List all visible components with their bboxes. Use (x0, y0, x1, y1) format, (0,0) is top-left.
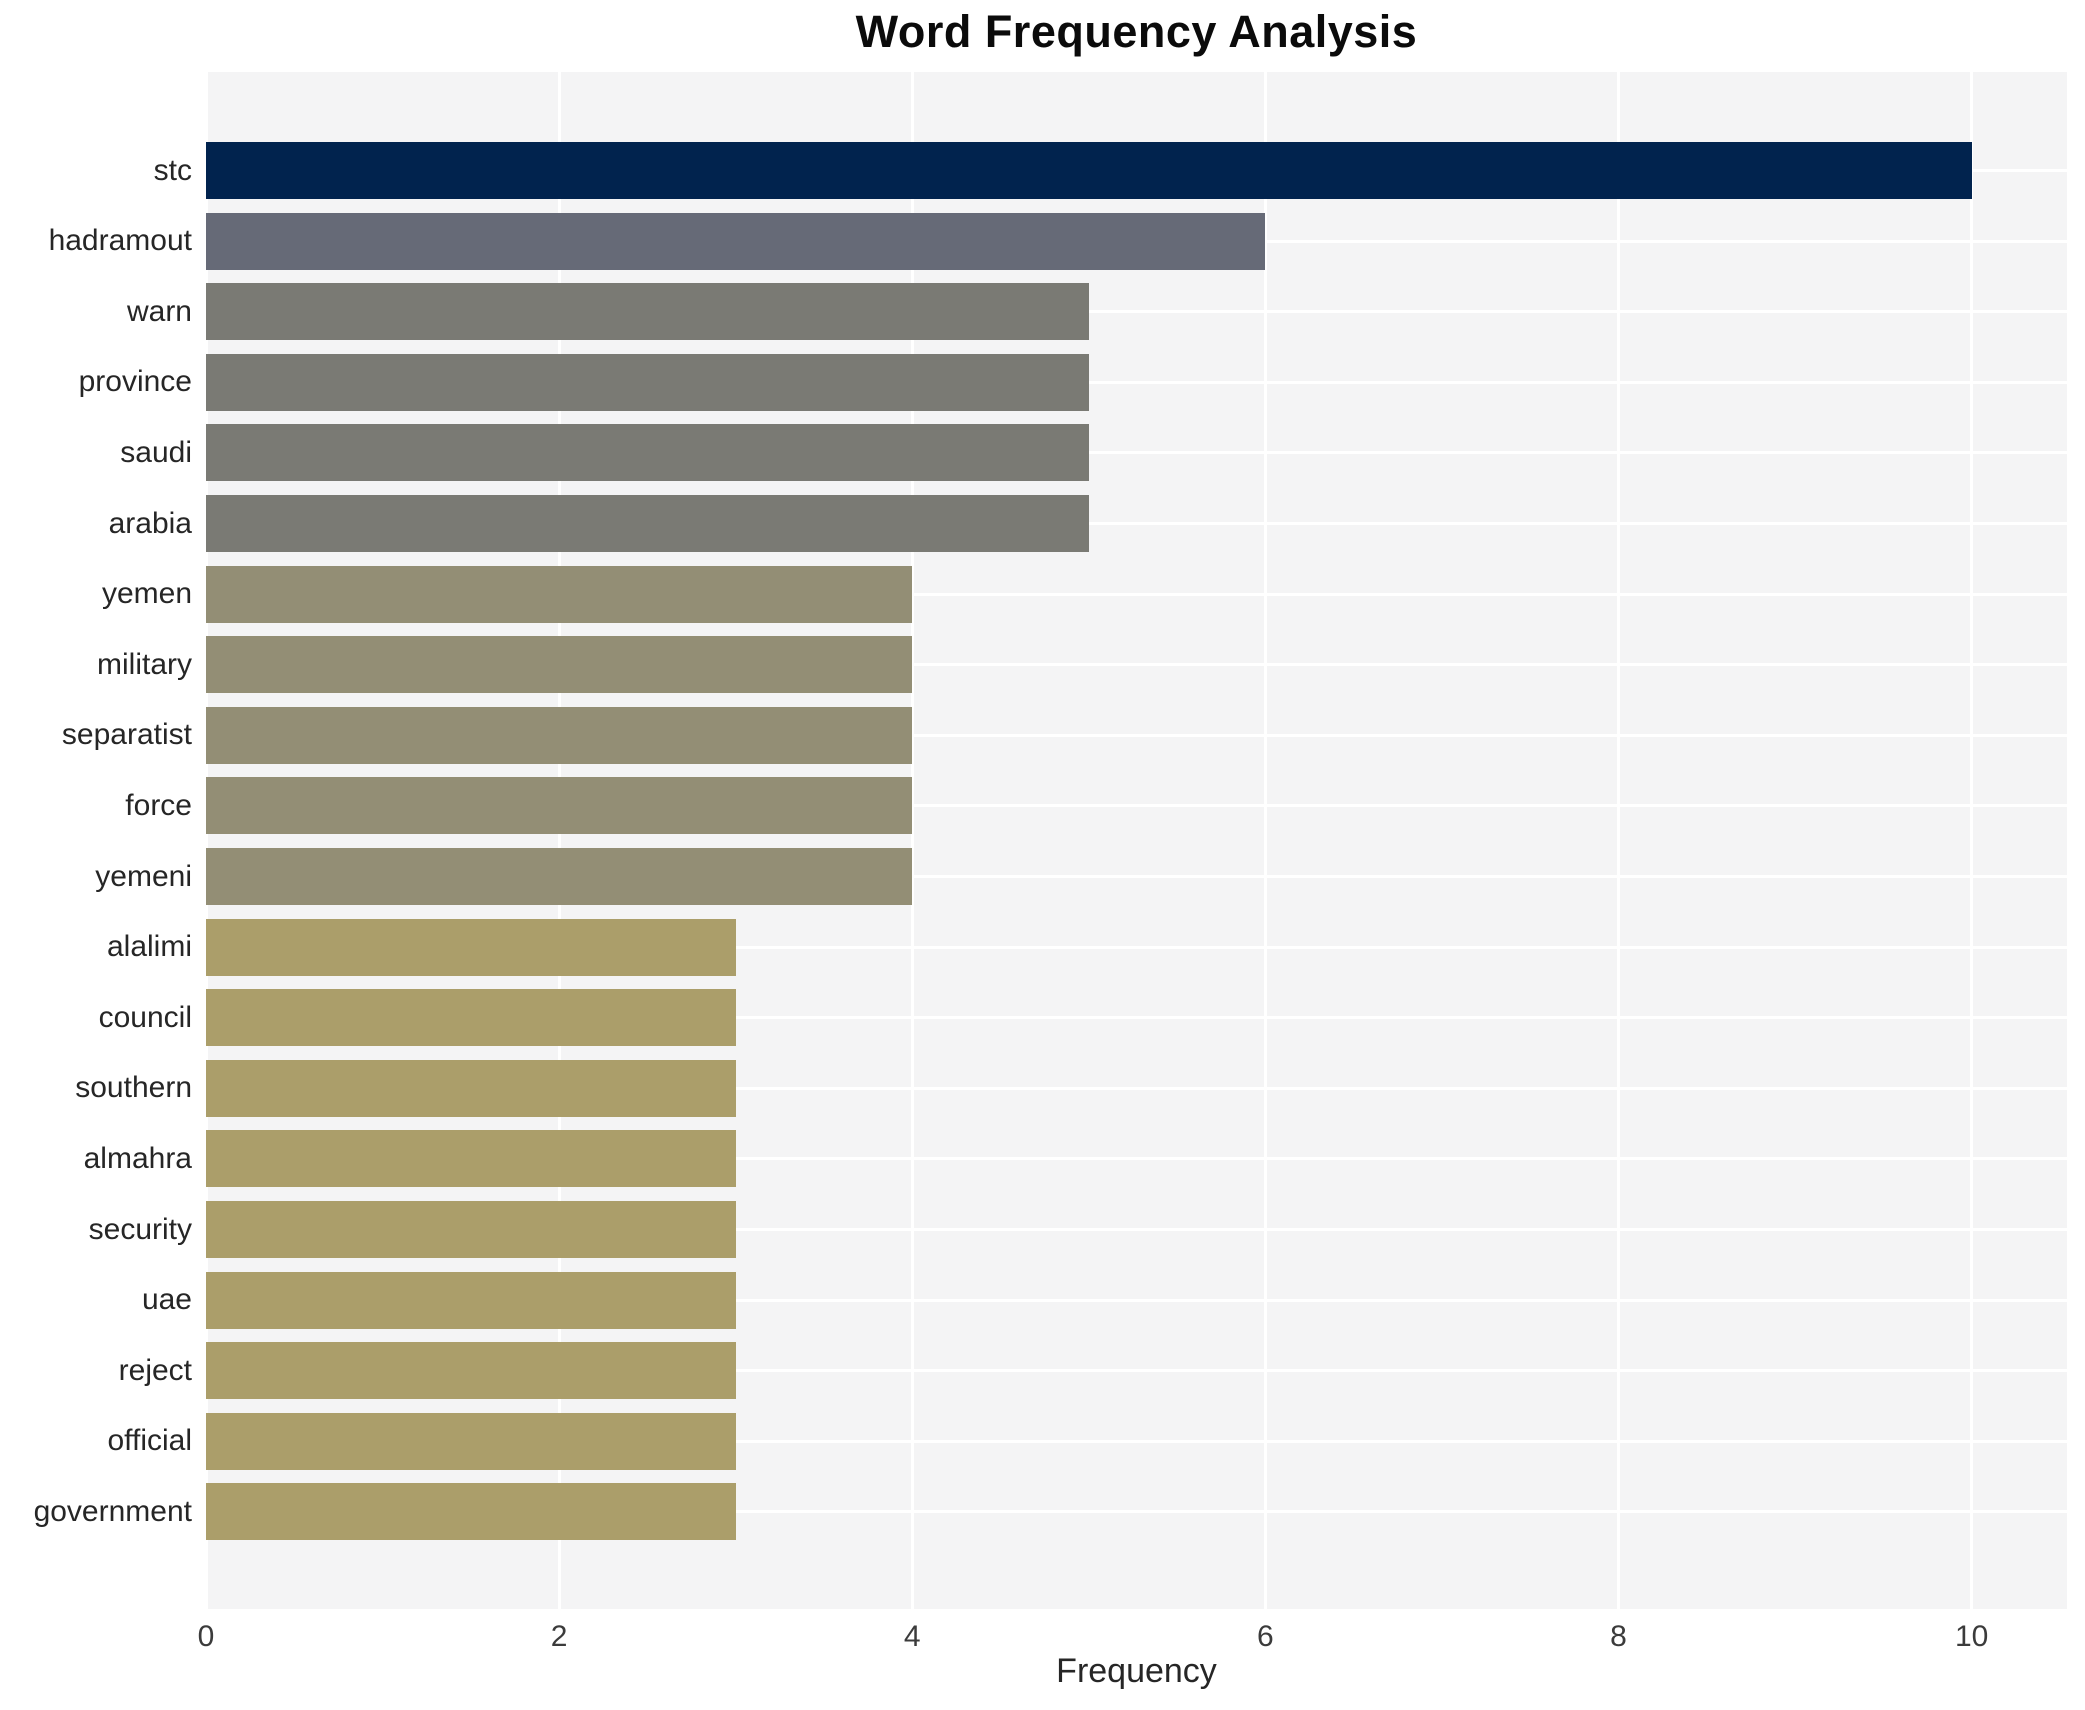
y-tick-label-government: government (33, 1494, 192, 1528)
bar-council (206, 989, 736, 1047)
bar-warn (206, 283, 1089, 341)
y-tick-label-almahra: almahra (83, 1141, 192, 1175)
y-gridline-official (206, 1439, 2067, 1443)
bar-force (206, 777, 913, 835)
y-tick-label-province: province (78, 365, 192, 399)
bar-hadramout (206, 212, 1266, 270)
y-gridline-alalimi (206, 945, 2067, 949)
y-gridline-warn (206, 310, 2067, 314)
y-gridline-military (206, 663, 2067, 667)
bar-military (206, 636, 913, 694)
y-gridline-almahra (206, 1157, 2067, 1161)
y-gridline-council (206, 1016, 2067, 1020)
x-gridline-0 (204, 72, 208, 1609)
bar-stc (206, 142, 1972, 199)
bar-saudi (206, 424, 1089, 482)
y-tick-label-yemen: yemen (101, 577, 192, 611)
y-gridline-uae (206, 1298, 2067, 1302)
bar-southern (206, 1059, 736, 1117)
x-tick-label-2: 2 (550, 1620, 568, 1653)
bar-official (206, 1412, 736, 1470)
y-gridline-yemen (206, 592, 2067, 596)
x-tick-label-8: 8 (1610, 1620, 1627, 1653)
y-gridline-province (206, 380, 2067, 384)
y-gridline-force (206, 804, 2067, 808)
x-axis-title: Frequency (1056, 1652, 1217, 1690)
chart-title: Word Frequency Analysis (855, 6, 1418, 57)
bar-uae (206, 1271, 736, 1329)
y-tick-label-warn: warn (126, 294, 192, 328)
y-tick-label-security: security (88, 1212, 192, 1246)
bar-yemen (206, 565, 913, 623)
bar-government (206, 1483, 736, 1541)
x-gridline-4 (910, 72, 914, 1609)
bar-security (206, 1201, 736, 1258)
y-tick-label-military: military (97, 647, 192, 681)
x-tick-label-0: 0 (197, 1620, 215, 1653)
plot-area (204, 72, 2067, 1609)
y-gridline-reject (206, 1369, 2067, 1373)
x-gridline-8 (1617, 72, 1621, 1609)
y-gridline-security (206, 1228, 2067, 1231)
y-tick-label-stc: stc (153, 153, 192, 187)
y-tick-label-reject: reject (118, 1353, 192, 1387)
y-tick-label-hadramout: hadramout (48, 224, 192, 258)
x-tick-label-10: 10 (1954, 1620, 1989, 1653)
y-tick-label-arabia: arabia (108, 506, 192, 540)
y-tick-label-council: council (98, 1000, 192, 1034)
bar-reject (206, 1342, 736, 1400)
y-gridline-yemeni (206, 875, 2067, 878)
y-tick-label-force: force (125, 788, 192, 822)
y-gridline-arabia (206, 522, 2067, 525)
bar-province (206, 353, 1089, 411)
bar-almahra (206, 1130, 736, 1188)
y-tick-label-uae: uae (141, 1283, 192, 1317)
y-gridline-government (206, 1510, 2067, 1514)
y-tick-label-southern: southern (75, 1071, 192, 1105)
y-tick-label-official: official (107, 1424, 193, 1458)
y-gridline-southern (206, 1086, 2067, 1090)
y-gridline-separatist (206, 733, 2067, 737)
y-tick-label-saudi: saudi (120, 435, 192, 469)
x-tick-label-4: 4 (903, 1620, 921, 1653)
x-gridline-6 (1263, 72, 1267, 1609)
y-gridline-saudi (206, 451, 2067, 455)
y-tick-label-yemeni: yemeni (95, 859, 192, 893)
x-tick-label-6: 6 (1257, 1620, 1274, 1653)
x-gridline-2 (557, 72, 561, 1609)
x-gridline-10 (1970, 72, 1974, 1609)
bar-alalimi (206, 918, 736, 976)
bar-yemeni (206, 848, 913, 905)
y-tick-label-alalimi: alalimi (106, 930, 192, 964)
bar-separatist (206, 706, 913, 764)
y-tick-label-separatist: separatist (61, 718, 192, 752)
bar-arabia (206, 495, 1089, 552)
